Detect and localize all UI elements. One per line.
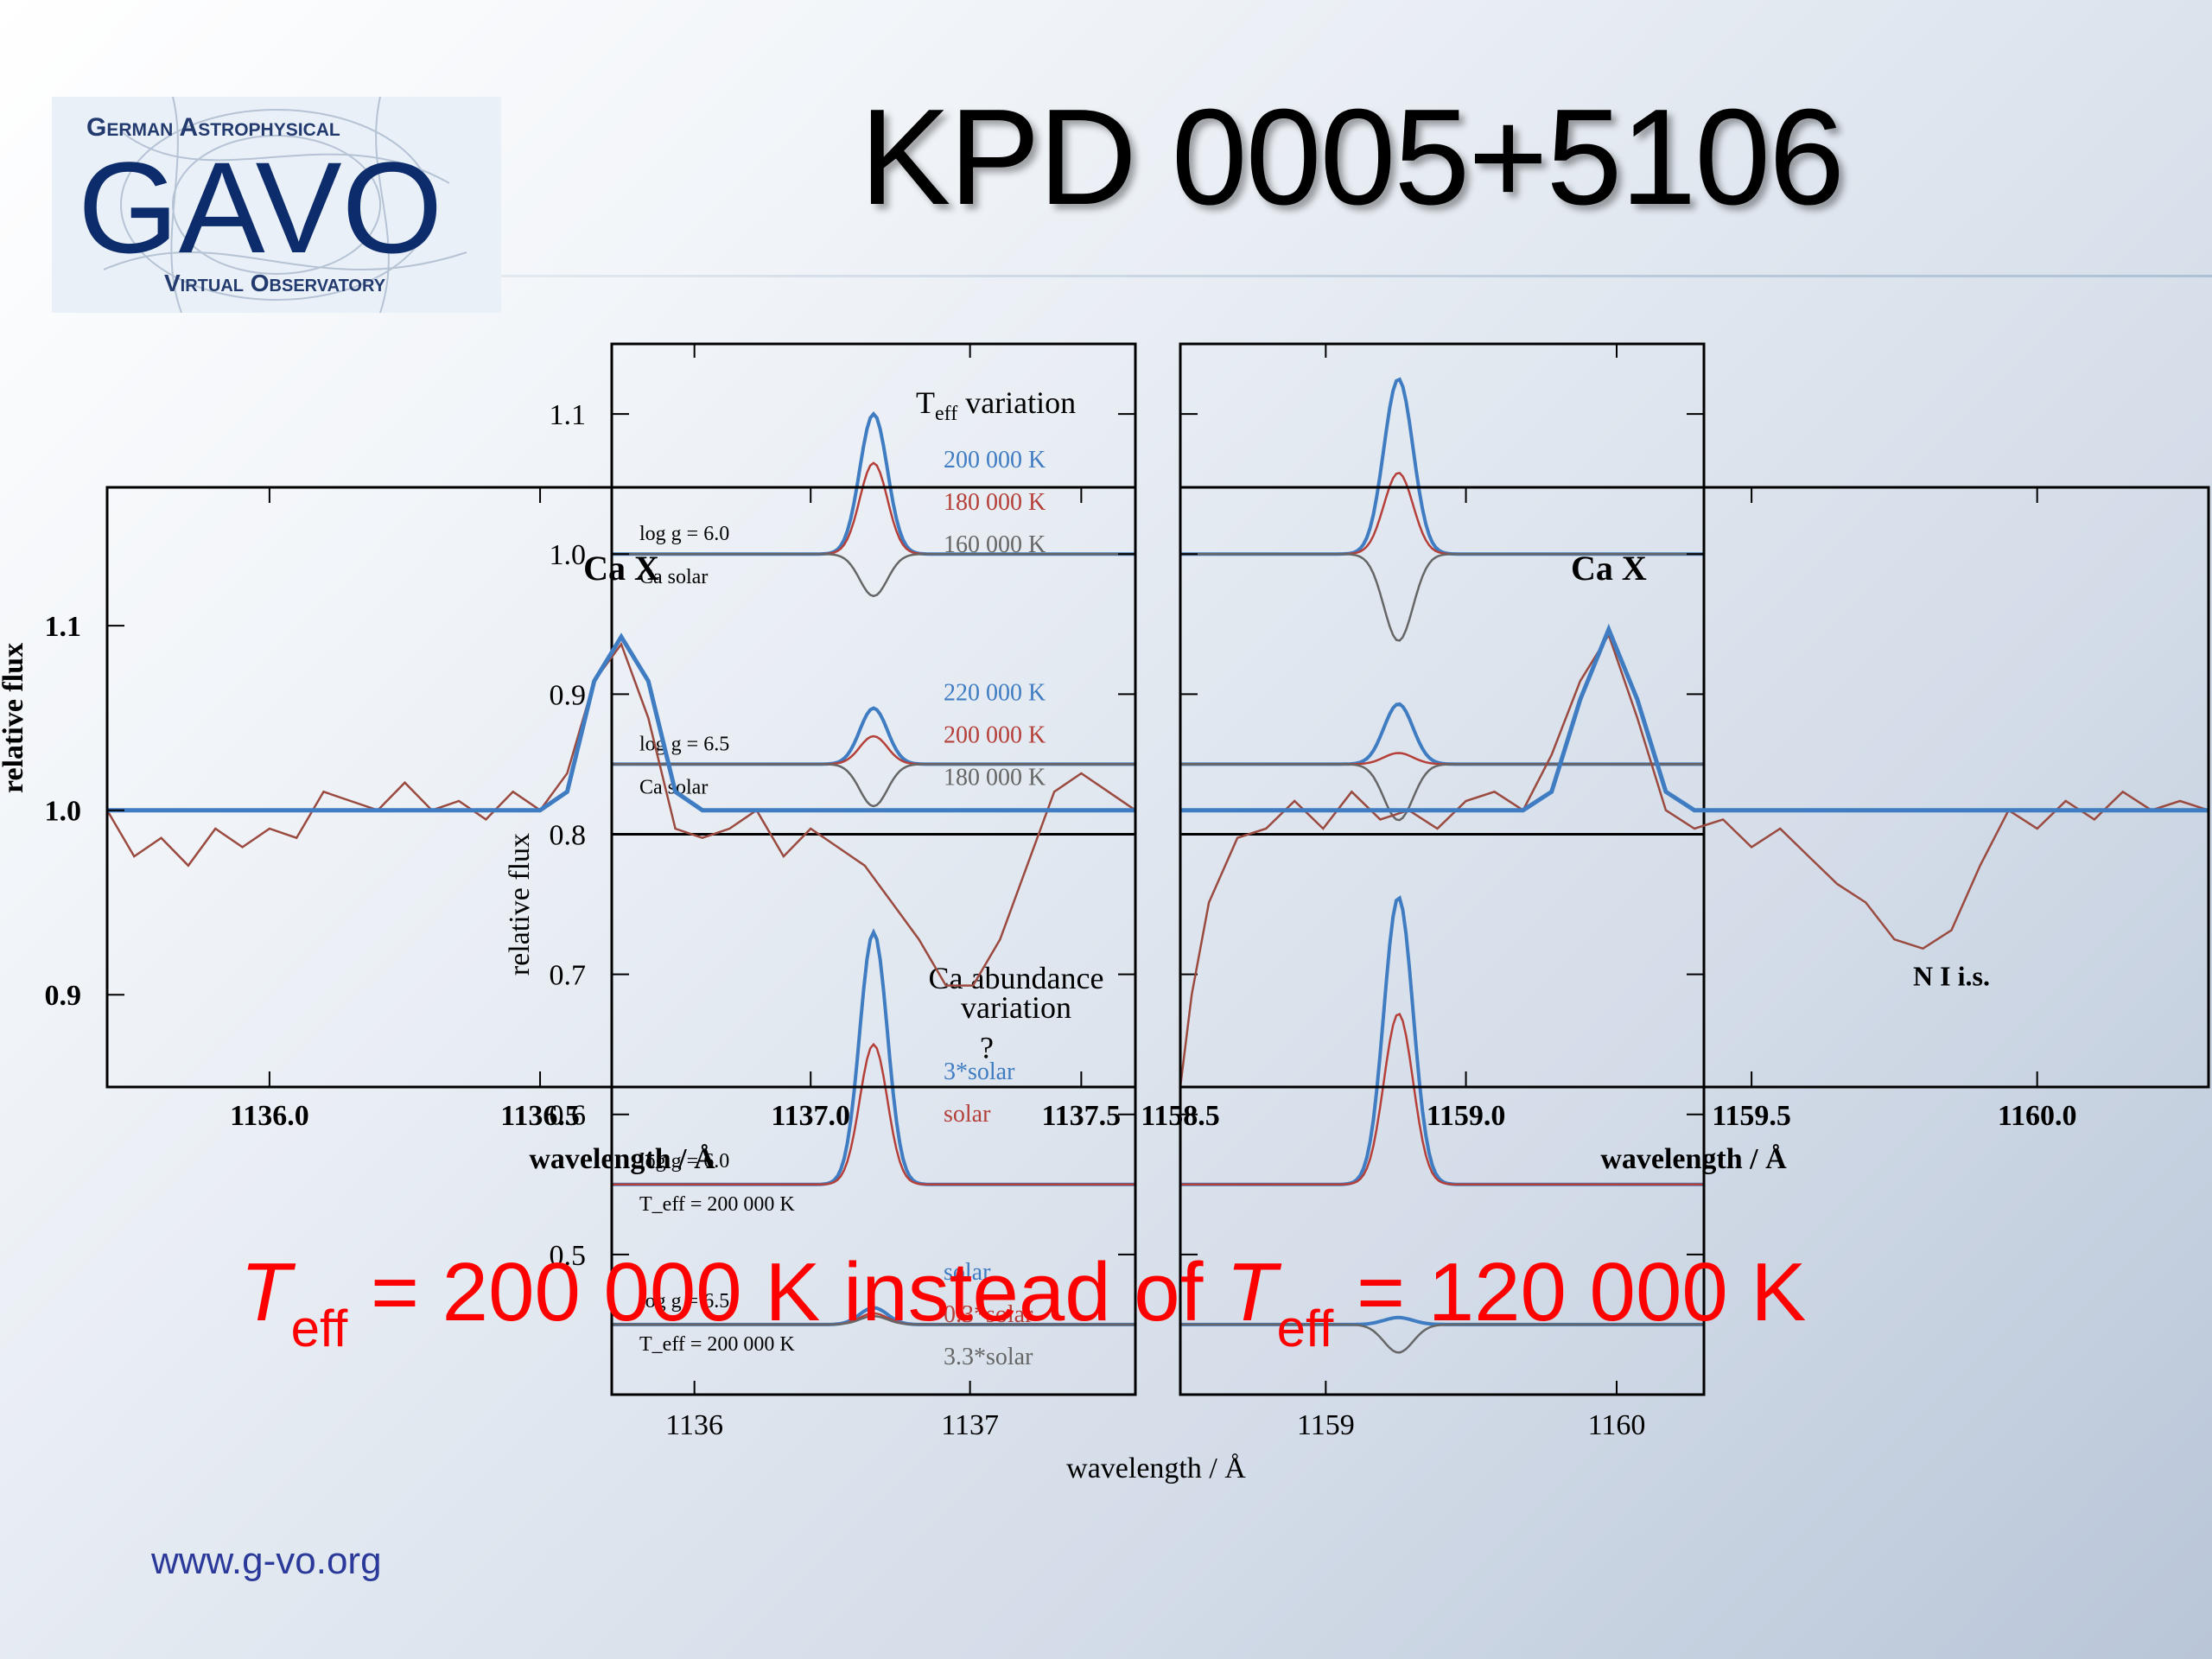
observed-right-observed-line (1180, 632, 2209, 1087)
models-left-series-line (612, 1314, 1135, 1326)
observed-left-annotation: Ca X (583, 549, 659, 588)
group-label-param: Ca solar (639, 566, 708, 588)
observed-left-observed-line (107, 641, 1135, 987)
observed-left-xtick-label: 1136.0 (230, 1100, 309, 1132)
models-right-xtick-label: 1160 (1588, 1409, 1646, 1441)
series-label: 0.3*solar (944, 1301, 1033, 1328)
teff-variation-title: Teff variation (916, 385, 1076, 425)
models-left-series-line (612, 763, 1135, 808)
ca-abundance-title: Ca abundance (929, 961, 1104, 995)
observed-right-frame (1179, 486, 2210, 1089)
observed-right-xtick-label: 1159.0 (1427, 1100, 1506, 1132)
models-left-ytick-label: 0.9 (550, 679, 587, 711)
series-label: 180 000 K (944, 764, 1046, 791)
series-label: 160 000 K (944, 531, 1046, 558)
series-label: 3.3*solar (944, 1344, 1033, 1370)
models-left-ytick-label: 1.0 (550, 539, 587, 571)
group-label-loggrav: log g = 6.0 (639, 1150, 729, 1173)
models-xlabel: wavelength / Å (1066, 1452, 1246, 1484)
logo-line2: Virtual Observatory (164, 270, 386, 296)
logo-swirl-icon (103, 97, 467, 313)
models-right-xtick-label: 1159 (1297, 1409, 1355, 1441)
observed-left-model-line (107, 632, 1135, 813)
observed-ylabel: relative flux (0, 643, 29, 793)
observed-right-annotation: Ca X (1571, 549, 1647, 588)
models-right-bg (1180, 344, 1704, 1395)
models-ylabel: relative flux (504, 833, 536, 976)
models-right-series-line (1180, 552, 1704, 642)
observed-right-annotation: N I i.s. (1913, 961, 1990, 992)
group-label-loggrav: log g = 6.5 (639, 1290, 729, 1313)
models-left-xtick-label: 1136 (665, 1409, 723, 1441)
title-rule (501, 275, 2212, 277)
group-label-loggrav: log g = 6.0 (639, 523, 729, 545)
models-left-ytick-label: 0.6 (550, 1100, 587, 1132)
observed-left-xtick-label: 1136.5 (500, 1100, 580, 1132)
series-label: solar (944, 1101, 991, 1128)
observed-left-xtick-label: 1137.5 (1042, 1100, 1122, 1132)
conclusion-text: Teff = 200 000 K instead of Teff = 120 0… (240, 1246, 1806, 1357)
models-left-series-line (612, 1042, 1135, 1186)
models-left-bg (612, 344, 1135, 1395)
series-label: 3*solar (944, 1058, 1015, 1085)
observed-right-xlabel: wavelength / Å (1600, 1143, 1787, 1175)
series-label: solar (944, 1259, 991, 1286)
observed-left-ytick-label: 1.1 (45, 611, 82, 643)
observed-left-xlabel: wavelength / Å (529, 1143, 715, 1175)
logo-line1: German Astrophysical (86, 113, 340, 142)
models-left-ytick-label: 0.5 (550, 1240, 587, 1272)
observed-right-xtick-label: 1159.5 (1712, 1100, 1791, 1132)
question-mark: ? (980, 1031, 994, 1065)
models-right-series-line (1180, 763, 1704, 822)
models-left-ytick-label: 1.1 (550, 399, 587, 431)
observed-right-model-line (1180, 623, 2209, 813)
logo-main: GAVO (78, 135, 442, 280)
models-left-ytick-label: 0.8 (550, 819, 587, 851)
gavo-logo: German Astrophysical GAVO Virtual Observ… (52, 97, 501, 313)
models-right-series-line (1180, 1323, 1704, 1354)
observed-right-xtick-label: 1160.0 (1998, 1100, 2077, 1132)
series-label: 200 000 K (944, 721, 1046, 748)
models-left-ytick-label: 0.7 (550, 960, 587, 992)
observed-left-xtick-label: 1137.0 (771, 1100, 850, 1132)
ca-abundance-title-2: variation (961, 990, 1071, 1025)
observed-left-ytick-label: 0.9 (45, 980, 82, 1012)
group-label-param: T_eff = 200 000 K (639, 1193, 795, 1216)
slide-title: KPD 0005+5106 (860, 81, 1845, 233)
observed-left-ytick-label: 1.0 (45, 796, 82, 828)
series-label: 200 000 K (944, 447, 1046, 474)
series-label: 180 000 K (944, 489, 1046, 516)
models-left-series-line (612, 552, 1135, 598)
footer-url[interactable]: www.g-vo.org (151, 1540, 382, 1582)
series-label: 220 000 K (944, 679, 1046, 706)
models-right-series-line (1180, 1012, 1704, 1186)
observed-left-frame (105, 486, 1137, 1089)
group-label-param: T_eff = 200 000 K (639, 1333, 795, 1356)
observed-right-xtick-label: 1158.5 (1141, 1100, 1220, 1132)
models-left-xtick-label: 1137 (941, 1409, 999, 1441)
